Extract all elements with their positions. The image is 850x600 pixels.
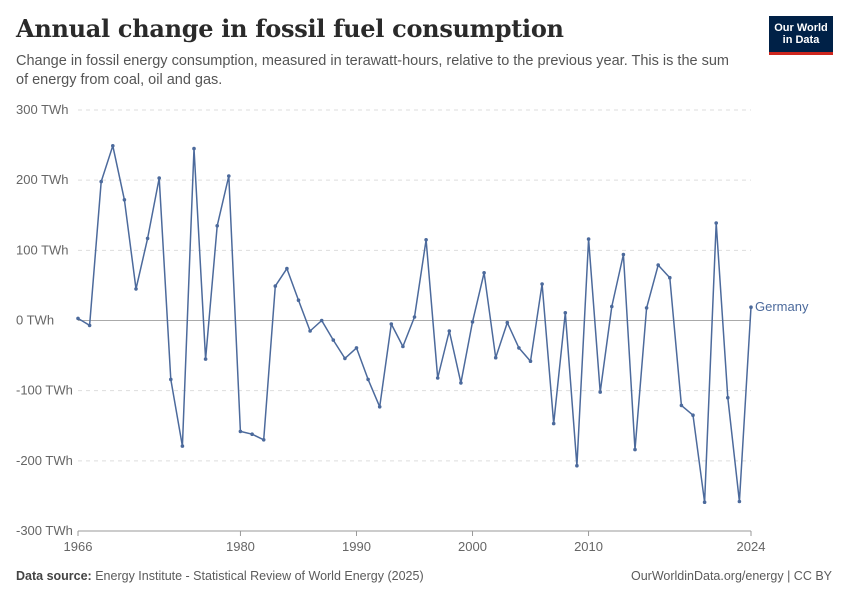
- data-point: [319, 318, 324, 323]
- y-tick-label: 200 TWh: [16, 172, 69, 187]
- data-point: [111, 144, 115, 148]
- data-point: [250, 432, 254, 437]
- data-point: [122, 198, 127, 202]
- data-point: [726, 395, 730, 400]
- data-source-link[interactable]: Energy Institute - Statistical Review of…: [95, 569, 424, 583]
- owid-logo[interactable]: Our World in Data: [769, 16, 833, 55]
- data-point: [679, 403, 684, 408]
- data-point: [737, 499, 742, 504]
- data-point: [691, 413, 695, 418]
- y-tick-label: 100 TWh: [16, 242, 69, 257]
- data-point: [493, 355, 498, 360]
- data-source-label: Data source:: [16, 569, 92, 583]
- data-point: [702, 500, 707, 505]
- x-tick-label: 2000: [458, 539, 487, 554]
- x-tick-label: 2010: [574, 539, 603, 554]
- data-point: [261, 438, 266, 442]
- logo-line2: in Data: [782, 34, 820, 46]
- x-tick-label: 2024: [737, 539, 766, 554]
- data-point: [668, 275, 672, 280]
- y-tick-label: 0 TWh: [16, 313, 54, 328]
- data-point: [586, 237, 591, 241]
- data-point: [377, 405, 382, 409]
- data-point: [169, 377, 173, 382]
- data-source: Data source: Energy Institute - Statisti…: [16, 569, 424, 583]
- data-point: [203, 357, 208, 361]
- data-point: [447, 329, 452, 333]
- data-point: [644, 306, 649, 310]
- data-point: [157, 176, 161, 180]
- data-point: [238, 429, 243, 434]
- data-point: [656, 263, 660, 267]
- data-point: [459, 381, 463, 385]
- x-tick-label: 1980: [226, 539, 255, 554]
- data-point: [285, 266, 289, 271]
- data-point: [273, 284, 278, 288]
- data-point: [76, 316, 80, 321]
- data-point: [575, 463, 579, 468]
- data-point: [482, 271, 486, 275]
- y-tick-label: -300 TWh: [16, 523, 73, 538]
- data-point: [505, 320, 510, 325]
- data-point: [470, 320, 475, 324]
- data-point: [354, 346, 359, 350]
- data-point: [749, 305, 753, 310]
- data-point: [610, 304, 614, 309]
- data-point: [517, 346, 521, 350]
- data-point: [621, 252, 626, 257]
- data-point: [389, 322, 394, 326]
- data-point: [227, 174, 231, 178]
- x-tick-label: 1990: [342, 539, 371, 554]
- data-point: [296, 298, 301, 303]
- data-point: [343, 356, 347, 361]
- data-point: [714, 221, 718, 225]
- data-point: [412, 315, 417, 319]
- data-point: [528, 359, 533, 364]
- y-tick-label: 300 TWh: [16, 102, 69, 117]
- data-point: [308, 329, 312, 333]
- data-point: [366, 377, 370, 382]
- data-point: [87, 323, 92, 328]
- series-line-germany: [77, 145, 752, 503]
- y-tick-label: -100 TWh: [16, 383, 73, 398]
- data-point: [424, 238, 428, 242]
- logo-line1: Our World: [774, 22, 828, 34]
- data-point: [540, 282, 544, 286]
- data-point: [401, 344, 405, 349]
- x-tick-label: 1966: [64, 539, 93, 554]
- data-point: [435, 376, 440, 380]
- data-point: [192, 146, 196, 151]
- data-point: [563, 311, 568, 315]
- series-label-germany: Germany: [755, 299, 809, 314]
- data-point: [99, 179, 103, 184]
- data-point: [145, 236, 150, 241]
- data-point: [215, 224, 219, 228]
- y-tick-label: -200 TWh: [16, 453, 73, 468]
- data-point: [180, 444, 185, 448]
- data-point: [134, 287, 138, 291]
- data-point: [331, 338, 336, 342]
- data-point: [633, 447, 637, 452]
- data-point: [551, 421, 556, 426]
- credit-link[interactable]: OurWorldinData.org/energy | CC BY: [630, 569, 832, 583]
- chart-title: Annual change in fossil fuel consumption: [16, 14, 564, 43]
- chart-subtitle: Change in fossil energy consumption, mea…: [16, 53, 730, 88]
- data-point: [598, 390, 602, 394]
